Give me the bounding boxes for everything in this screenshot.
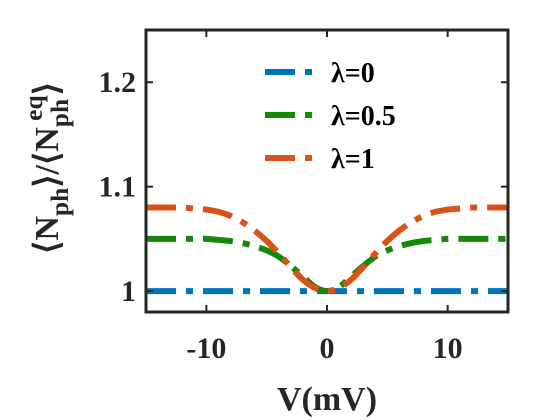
x-tick-label: 0 <box>320 332 335 365</box>
y-axis-label-part: ⟩ <box>29 82 66 95</box>
y-axis-label-part: eq <box>19 95 48 121</box>
y-tick-label: 1.1 <box>99 171 137 204</box>
y-axis-label-group: ⟨Nph⟩/⟨Npheq⟩ <box>19 82 74 254</box>
series-line-2 <box>145 204 508 295</box>
legend-label-1: λ=0.5 <box>331 101 396 132</box>
y-axis-label-part: ⟨N <box>29 216 66 254</box>
legend-label-2: λ=1 <box>331 144 375 175</box>
x-tick-label: -10 <box>186 332 226 365</box>
legend: λ=0 λ=0.5 λ=1 <box>265 58 396 175</box>
legend-label-0: λ=0 <box>331 58 375 89</box>
data-layer <box>145 204 508 295</box>
y-tick-label: 1 <box>121 275 136 308</box>
y-axis-label: ⟨Nph⟩/⟨Npheq⟩ <box>19 82 74 254</box>
y-tick-label: 1.2 <box>99 66 137 99</box>
y-axis-label-part: ph <box>45 99 74 127</box>
y-axis-label-part: ⟩/⟨N <box>29 127 66 188</box>
plot-frame <box>144 28 510 314</box>
y-axis-label-part: ph <box>45 188 74 216</box>
axis-labels: V(mV) ⟨Nph⟩/⟨Npheq⟩ <box>19 82 377 418</box>
axes-layer: -10 0 10 1 1.1 1.2 <box>99 28 510 365</box>
x-axis-label: V(mV) <box>277 381 377 418</box>
series-line-1 <box>146 235 508 295</box>
x-tick-label: 10 <box>433 332 463 365</box>
